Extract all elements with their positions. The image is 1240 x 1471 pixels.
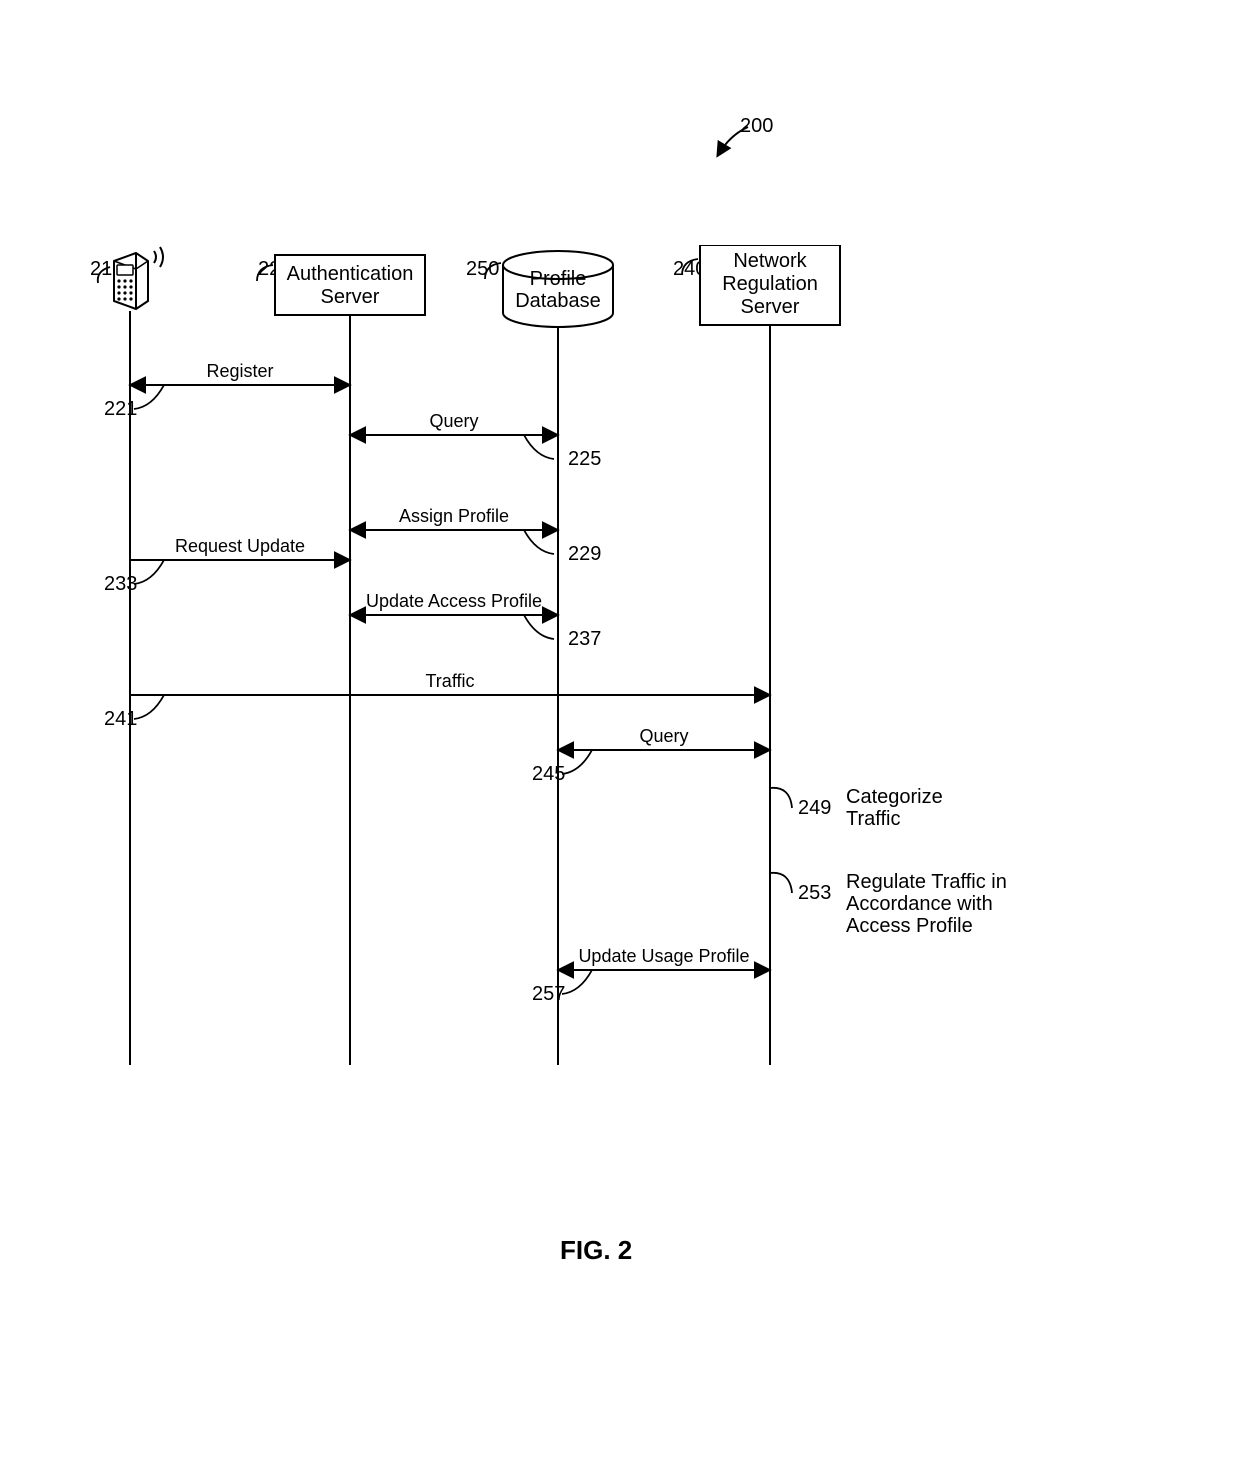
svg-text:Authentication: Authentication — [287, 263, 414, 285]
svg-text:225: 225 — [568, 448, 601, 470]
svg-text:Assign Profile: Assign Profile — [399, 506, 509, 526]
svg-text:229: 229 — [568, 543, 601, 565]
svg-text:Server: Server — [741, 296, 800, 318]
svg-text:233: 233 — [104, 573, 137, 595]
svg-text:Regulation: Regulation — [722, 273, 818, 295]
sequence-diagram: AuthenticationServerProfileDatabaseNetwo… — [90, 245, 920, 1145]
svg-text:253: 253 — [798, 882, 831, 904]
figure-title: FIG. 2 — [560, 1235, 632, 1266]
svg-text:Network: Network — [733, 250, 807, 272]
svg-text:Query: Query — [429, 411, 478, 431]
svg-text:245: 245 — [532, 763, 565, 785]
svg-text:Traffic: Traffic — [425, 671, 474, 691]
svg-text:Profile: Profile — [530, 268, 587, 290]
svg-text:Register: Register — [206, 361, 273, 381]
svg-text:257: 257 — [532, 983, 565, 1005]
svg-text:Update Usage Profile: Update Usage Profile — [578, 946, 749, 966]
svg-text:249: 249 — [798, 797, 831, 819]
main-ref-arrow — [700, 115, 760, 165]
side-note: CategorizeTraffic — [846, 786, 943, 830]
svg-text:Update Access Profile: Update Access Profile — [366, 591, 542, 611]
diagram-canvas: 200 210 220 250 240 AuthenticationServer… — [0, 0, 1240, 1471]
svg-text:221: 221 — [104, 398, 137, 420]
svg-text:Server: Server — [321, 286, 380, 308]
svg-text:Request Update: Request Update — [175, 536, 305, 556]
svg-text:241: 241 — [104, 708, 137, 730]
svg-text:237: 237 — [568, 628, 601, 650]
svg-text:Query: Query — [639, 726, 688, 746]
svg-text:Database: Database — [515, 290, 601, 312]
side-note: Regulate Traffic inAccordance withAccess… — [846, 871, 1007, 937]
